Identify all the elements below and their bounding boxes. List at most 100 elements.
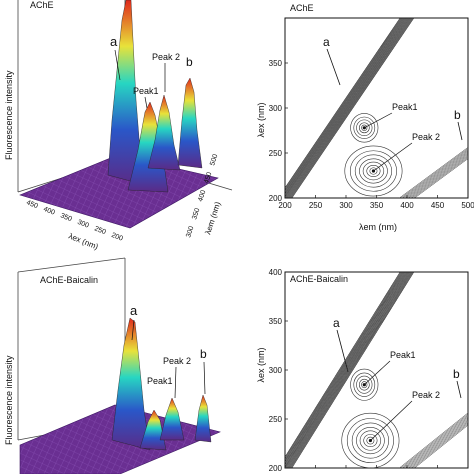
rayleigh-band-a-line: [291, 272, 415, 468]
em-axis-ticks: 300 350 400 450 500: [185, 153, 219, 238]
rayleigh-band-a-line: [288, 272, 412, 468]
rayleigh-band-a-line: [285, 272, 402, 460]
contour-ylabel: λex (nm): [256, 102, 266, 137]
annotation-b: b: [186, 55, 193, 69]
peak-label: Peak 2: [412, 390, 440, 400]
annotation-a: a: [110, 34, 118, 49]
band-a-label: a: [333, 316, 340, 330]
contour-ring: [361, 381, 368, 389]
scatter-band-b-line: [400, 413, 468, 468]
scatter-band-b-line: [414, 424, 468, 468]
contour-frame: [284, 17, 469, 199]
ex-tick-label: 300: [76, 219, 90, 230]
contour-ring: [353, 372, 376, 397]
annotation-peak2: Peak 2: [152, 52, 180, 62]
x-tick-label: 500: [461, 201, 474, 210]
surface-ridge-a-2: [111, 317, 151, 451]
contour-ring: [356, 375, 373, 394]
surface-ridge-b-2: [194, 394, 212, 443]
scatter-band-b-line: [403, 150, 468, 198]
rayleigh-band-a-line: [285, 18, 403, 192]
zaxis-label: Fluorescence intensity: [4, 70, 14, 160]
contour-title: AChE: [290, 3, 314, 13]
contour-axes: 200 250 300 350 400 450 500 200 250 300 350 a b Peak1…: [269, 17, 474, 210]
y-tick-label: 350: [269, 59, 283, 68]
scatter-band-b-line: [411, 156, 468, 198]
rayleigh-band-a-line: [285, 18, 406, 196]
contour-ring: [359, 158, 388, 184]
contour-ring: [358, 122, 370, 134]
x-tick-label: 450: [431, 201, 445, 210]
annotation-leader-peak2-2: [174, 366, 177, 399]
rayleigh-band-a-line: [285, 18, 408, 198]
em-tick-label: 400: [197, 189, 207, 202]
em-tick-label: 450: [203, 171, 213, 184]
contour-ring: [344, 145, 403, 197]
contour-ring: [361, 124, 368, 131]
rayleigh-band-a-line: [289, 18, 413, 198]
y-tick-label: 200: [269, 194, 283, 203]
y-tick-label: 350: [269, 317, 283, 326]
panel-contour-baicalin: 200 250 300 350 400 a b Peak1 Peak 2 AChE-Baical…: [256, 268, 469, 473]
rayleigh-band-a-line: [285, 18, 401, 189]
scatter-band-b-line: [405, 151, 468, 198]
contour-ring: [350, 368, 379, 401]
scatter-band-b-line: [408, 153, 468, 198]
rayleigh-band-a-line: [285, 272, 406, 466]
band-a-label: a: [323, 35, 330, 49]
annotation-b-2: b: [200, 347, 207, 361]
surface-title: AChE: [30, 0, 54, 10]
ex-tick-label: 200: [110, 232, 124, 243]
x-tick-label: 350: [370, 201, 384, 210]
band-b-label: b: [454, 108, 461, 122]
contour-ring: [363, 434, 378, 448]
annotation-a-2: a: [130, 303, 138, 318]
scatter-band-b-line: [402, 415, 468, 468]
rayleigh-band-a-line: [285, 272, 407, 467]
rayleigh-band-a-line: [285, 272, 401, 458]
rayleigh-band-a-line: [289, 272, 413, 468]
scatter-band-b-line: [409, 421, 468, 468]
contour-ring: [356, 119, 373, 137]
peak-label: Peak 2: [412, 132, 440, 142]
surface-floor: [19, 154, 219, 229]
contour-title-2: AChE-Baicalin: [290, 274, 348, 284]
annotation-peak2-2: Peak 2: [163, 356, 191, 366]
em-tick-label: 300: [185, 225, 195, 238]
ex-tick-label: 450: [25, 199, 39, 210]
ex-tick-label: 350: [59, 212, 73, 223]
annotation-peak1: Peak1: [133, 86, 159, 96]
rayleigh-band-a-line: [285, 272, 409, 468]
peak-label: Peak1: [392, 102, 418, 112]
surface-ridge-b: [177, 77, 203, 169]
annotation-leader-peak1: [144, 96, 148, 109]
em-tick-label: 350: [191, 207, 201, 220]
contour-ring: [341, 412, 400, 468]
peak-center-dot: [368, 438, 372, 443]
y-tick-label: 250: [269, 415, 283, 424]
y-tick-label: 250: [269, 149, 283, 158]
ex-axis-label: λex (nm): [67, 232, 100, 252]
scatter-band-b-line: [408, 419, 468, 468]
scatter-band-b-line: [399, 147, 468, 198]
contour-axes-2: 200 250 300 350 400 a b Peak1 Peak 2: [269, 268, 469, 473]
rayleigh-band-a-line: [291, 18, 415, 198]
contour-ylabel-2: λex (nm): [256, 347, 266, 382]
annotation-leader-b-2: [203, 361, 206, 395]
contour-ring: [366, 165, 381, 177]
contour-xlabel: λem (nm): [359, 222, 397, 232]
y-tick-label: 300: [269, 104, 283, 113]
scatter-band-b-line: [412, 157, 468, 198]
scatter-band-b-line: [412, 423, 468, 468]
rayleigh-band-a-line: [287, 18, 411, 198]
em-axis-label: λem (nm): [203, 200, 222, 235]
rayleigh-band-a-line: [285, 18, 407, 198]
scatter-band-b-line: [406, 418, 468, 468]
annotation-leader-a-2: [131, 319, 135, 341]
surface-peak2-2: [159, 397, 185, 441]
annotation-peak1-2: Peak1: [147, 376, 173, 386]
contour-ring: [349, 150, 397, 192]
contour-frame: [284, 271, 469, 469]
